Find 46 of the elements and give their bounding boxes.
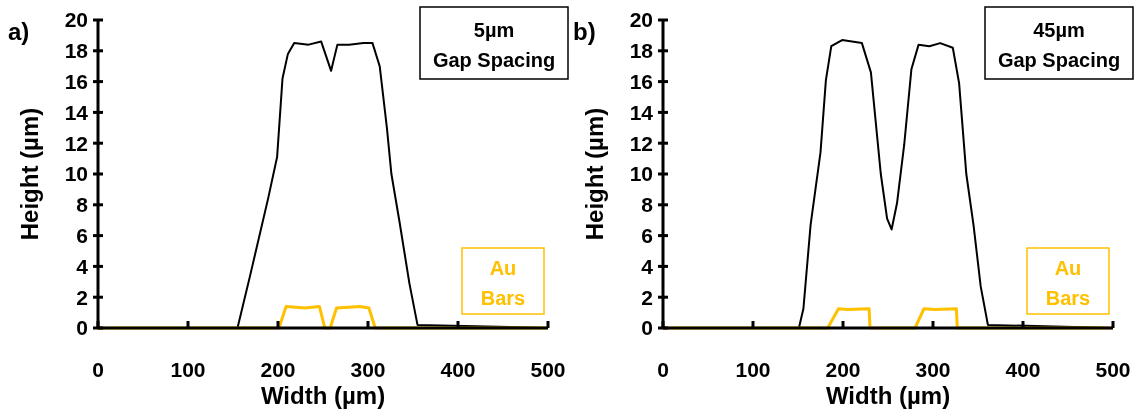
x-tick-label: 200 xyxy=(260,358,296,381)
annotation: 5µm xyxy=(473,19,515,41)
y-tick-label: 18 xyxy=(64,39,89,63)
x-tick-label: 300 xyxy=(915,358,951,381)
x-tick-label: 0 xyxy=(92,358,104,381)
x-tick-label: 300 xyxy=(350,358,386,381)
y-tick-label: 14 xyxy=(629,100,654,124)
y-tick-label: 4 xyxy=(641,254,654,278)
x-tick-label: 400 xyxy=(1005,358,1041,381)
y-tick-label: 14 xyxy=(64,100,89,124)
x-axis-title: Width (µm) xyxy=(260,382,386,409)
y-tick-label: 10 xyxy=(629,162,653,186)
x-axis-title: Width (µm) xyxy=(825,382,951,409)
y-tick-label: 12 xyxy=(64,131,88,155)
y-tick-label: 0 xyxy=(641,316,653,340)
y-tick-label: 8 xyxy=(76,193,89,217)
x-tick-label: 100 xyxy=(170,358,206,381)
y-axis-title: Height (µm) xyxy=(16,107,43,241)
annotation: 45µm xyxy=(1033,19,1085,41)
x-tick-label: 100 xyxy=(735,358,771,381)
y-tick-label: 16 xyxy=(629,69,653,93)
y-tick-label: 2 xyxy=(641,285,653,309)
y-tick-label: 20 xyxy=(629,8,653,32)
x-tick-label: 0 xyxy=(657,358,669,381)
text: a) xyxy=(8,18,30,45)
y-tick-label: 0 xyxy=(76,316,88,340)
y-tick-label: 6 xyxy=(641,223,653,247)
series-label: Au Bars xyxy=(1045,257,1091,309)
text: b) xyxy=(573,18,596,45)
y-tick-label: 10 xyxy=(64,162,88,186)
y-tick-label: 20 xyxy=(64,8,88,32)
series-label: Au Bars xyxy=(480,257,526,309)
y-tick-label: 16 xyxy=(64,69,88,93)
y-tick-label: 12 xyxy=(629,131,653,155)
annotation: Gap Spacing xyxy=(432,49,556,71)
y-tick-label: 18 xyxy=(629,39,654,63)
x-tick-label: 200 xyxy=(825,358,861,381)
x-tick-label: 500 xyxy=(530,358,566,381)
annotation: Gap Spacing xyxy=(997,49,1121,71)
y-tick-label: 2 xyxy=(76,285,88,309)
y-tick-label: 4 xyxy=(76,254,89,278)
x-tick-label: 500 xyxy=(1095,358,1131,381)
y-tick-label: 6 xyxy=(76,223,88,247)
x-tick-label: 400 xyxy=(440,358,476,381)
y-tick-label: 8 xyxy=(641,193,654,217)
y-axis-title: Height (µm) xyxy=(581,107,608,241)
